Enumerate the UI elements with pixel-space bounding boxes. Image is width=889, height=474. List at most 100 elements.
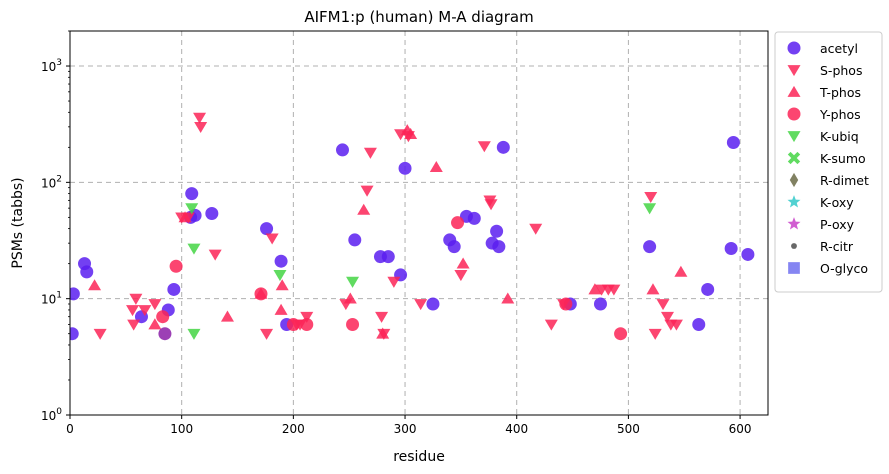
s-phos-point bbox=[265, 233, 279, 245]
t-phos-point bbox=[275, 279, 289, 291]
acetyl-point bbox=[467, 211, 481, 225]
x-tick-label: 400 bbox=[505, 422, 528, 436]
legend-frame bbox=[774, 31, 883, 293]
legend-marker-p-oxy bbox=[787, 217, 801, 230]
y-phos-point bbox=[254, 287, 268, 301]
legend-label-o-glyco: O-glyco bbox=[820, 261, 868, 276]
acetyl-point bbox=[496, 140, 510, 154]
legend-marker-k-sumo bbox=[787, 151, 801, 165]
t-phos-point bbox=[674, 265, 688, 277]
legend-marker-r-dimet bbox=[789, 172, 799, 188]
legend-label-r-dimet: R-dimet bbox=[820, 173, 869, 188]
legend-label-p-oxy: P-oxy bbox=[820, 217, 855, 232]
legend-marker-k-ubiq bbox=[787, 131, 801, 143]
s-phos-point bbox=[194, 121, 208, 134]
k-ubiq-point bbox=[187, 328, 201, 340]
s-phos-point bbox=[208, 249, 222, 261]
acetyl-point bbox=[692, 317, 706, 331]
acetyl-point bbox=[274, 254, 288, 268]
s-phos-point bbox=[477, 141, 491, 153]
legend: acetyl S-phos T-phos Y-phos K-ubiq K-sumo R-di… bbox=[774, 31, 883, 293]
legend-label-s-phos: S-phos bbox=[820, 63, 862, 78]
x-tick-label: 500 bbox=[617, 422, 640, 436]
legend-marker-r-citr bbox=[791, 243, 797, 249]
y-phos-point bbox=[300, 317, 314, 331]
s-phos-point bbox=[669, 319, 683, 331]
acetyl-point bbox=[348, 233, 362, 247]
acetyl-point bbox=[426, 297, 440, 311]
y-phos-point bbox=[156, 310, 170, 324]
acetyl-point bbox=[381, 250, 395, 264]
y-phos-point bbox=[346, 317, 360, 331]
chart-title: AIFM1:p (human) M-A diagram bbox=[304, 8, 533, 26]
y-phos-point bbox=[559, 297, 573, 311]
k-ubiq-point bbox=[346, 276, 360, 288]
k-ubiq-point bbox=[185, 203, 199, 215]
t-phos-point bbox=[646, 283, 660, 295]
s-phos-point bbox=[148, 299, 162, 311]
acetyl-point bbox=[726, 136, 740, 150]
legend-marker-y-phos bbox=[787, 107, 801, 121]
t-phos-point bbox=[274, 303, 288, 315]
plot-frame bbox=[69, 30, 769, 416]
acetyl-point bbox=[335, 143, 349, 157]
s-phos-point bbox=[126, 305, 140, 317]
legend-label-r-citr: R-citr bbox=[820, 239, 854, 254]
s-phos-point bbox=[363, 147, 377, 159]
legend-marker-k-oxy bbox=[787, 195, 801, 208]
s-phos-point bbox=[644, 192, 658, 204]
t-phos-point bbox=[376, 327, 390, 339]
acetyl-point bbox=[167, 282, 181, 296]
data-points bbox=[70, 112, 755, 341]
acetyl-point bbox=[593, 297, 607, 311]
legend-label-acetyl: acetyl bbox=[820, 41, 858, 56]
acetyl-point bbox=[724, 241, 738, 255]
legend-label-k-sumo: K-sumo bbox=[820, 151, 866, 166]
y-phos-point bbox=[169, 259, 183, 273]
s-phos-point bbox=[648, 328, 662, 340]
y-tick-label: 101 bbox=[41, 291, 62, 307]
t-phos-point bbox=[456, 257, 470, 269]
s-phos-point bbox=[454, 270, 468, 282]
s-phos-point bbox=[375, 311, 389, 323]
grid-lines bbox=[70, 31, 768, 415]
t-phos-point bbox=[148, 318, 162, 330]
acetyl-point bbox=[398, 161, 412, 175]
t-phos-point bbox=[429, 161, 443, 173]
x-axis-label: residue bbox=[393, 449, 445, 465]
t-phos-point bbox=[357, 203, 371, 215]
s-phos-point bbox=[93, 328, 107, 340]
acetyl-point bbox=[643, 240, 657, 254]
x-tick-label: 600 bbox=[729, 422, 752, 436]
s-phos-point bbox=[129, 293, 143, 305]
acetyl-point bbox=[70, 327, 79, 341]
legend-label-k-ubiq: K-ubiq bbox=[820, 129, 859, 144]
t-phos-point bbox=[404, 127, 418, 139]
k-ubiq-point bbox=[643, 203, 657, 215]
s-phos-point bbox=[127, 319, 141, 331]
acetyl-point bbox=[205, 206, 219, 220]
s-phos-point bbox=[138, 305, 152, 317]
s-phos-point bbox=[656, 299, 670, 311]
s-phos-point bbox=[607, 284, 621, 296]
s-phos-point bbox=[360, 185, 374, 197]
legend-marker-s-phos bbox=[787, 65, 801, 77]
acetyl-point bbox=[490, 224, 504, 238]
x-tick-label: 200 bbox=[282, 422, 305, 436]
k-ubiq-point bbox=[273, 270, 287, 282]
t-phos-point bbox=[178, 211, 192, 223]
y-tick-label: 103 bbox=[41, 58, 62, 74]
acetyl-point bbox=[70, 287, 80, 301]
t-phos-point bbox=[220, 310, 234, 322]
y-phos-point bbox=[614, 327, 628, 341]
acetyl-point bbox=[80, 265, 94, 279]
legend-label-y-phos: Y-phos bbox=[819, 107, 861, 122]
s-phos-point bbox=[387, 276, 401, 288]
s-phos-point bbox=[529, 223, 543, 235]
legend-marker-t-phos bbox=[787, 85, 801, 97]
legend-label-k-oxy: K-oxy bbox=[820, 195, 854, 210]
x-tick-label: 100 bbox=[170, 422, 193, 436]
legend-label-t-phos: T-phos bbox=[819, 85, 861, 100]
t-phos-point bbox=[88, 279, 102, 291]
